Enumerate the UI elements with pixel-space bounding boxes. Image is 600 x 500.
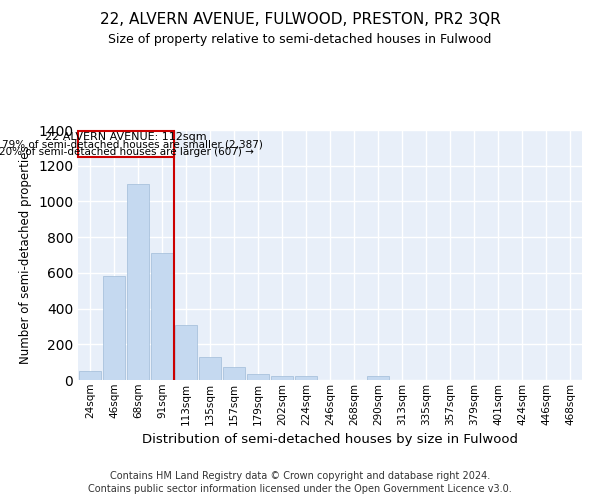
Text: 22, ALVERN AVENUE, FULWOOD, PRESTON, PR2 3QR: 22, ALVERN AVENUE, FULWOOD, PRESTON, PR2… — [100, 12, 500, 28]
Bar — [223, 366, 245, 380]
Bar — [199, 357, 221, 380]
Text: Contains HM Land Registry data © Crown copyright and database right 2024.: Contains HM Land Registry data © Crown c… — [110, 471, 490, 481]
Y-axis label: Number of semi-detached properties: Number of semi-detached properties — [19, 146, 32, 364]
Text: Contains public sector information licensed under the Open Government Licence v3: Contains public sector information licen… — [88, 484, 512, 494]
Bar — [78, 131, 174, 157]
Text: 20% of semi-detached houses are larger (607) →: 20% of semi-detached houses are larger (… — [0, 147, 253, 157]
Bar — [271, 376, 293, 380]
Bar — [103, 276, 125, 380]
Text: ← 79% of semi-detached houses are smaller (2,387): ← 79% of semi-detached houses are smalle… — [0, 140, 262, 149]
Bar — [79, 371, 101, 380]
Bar — [247, 374, 269, 380]
Bar — [367, 376, 389, 380]
Bar — [295, 376, 317, 380]
Text: 22 ALVERN AVENUE: 112sqm: 22 ALVERN AVENUE: 112sqm — [45, 132, 207, 141]
Bar — [175, 324, 197, 380]
X-axis label: Distribution of semi-detached houses by size in Fulwood: Distribution of semi-detached houses by … — [142, 433, 518, 446]
Text: Size of property relative to semi-detached houses in Fulwood: Size of property relative to semi-detach… — [109, 32, 491, 46]
Bar — [151, 253, 173, 380]
Bar — [127, 184, 149, 380]
